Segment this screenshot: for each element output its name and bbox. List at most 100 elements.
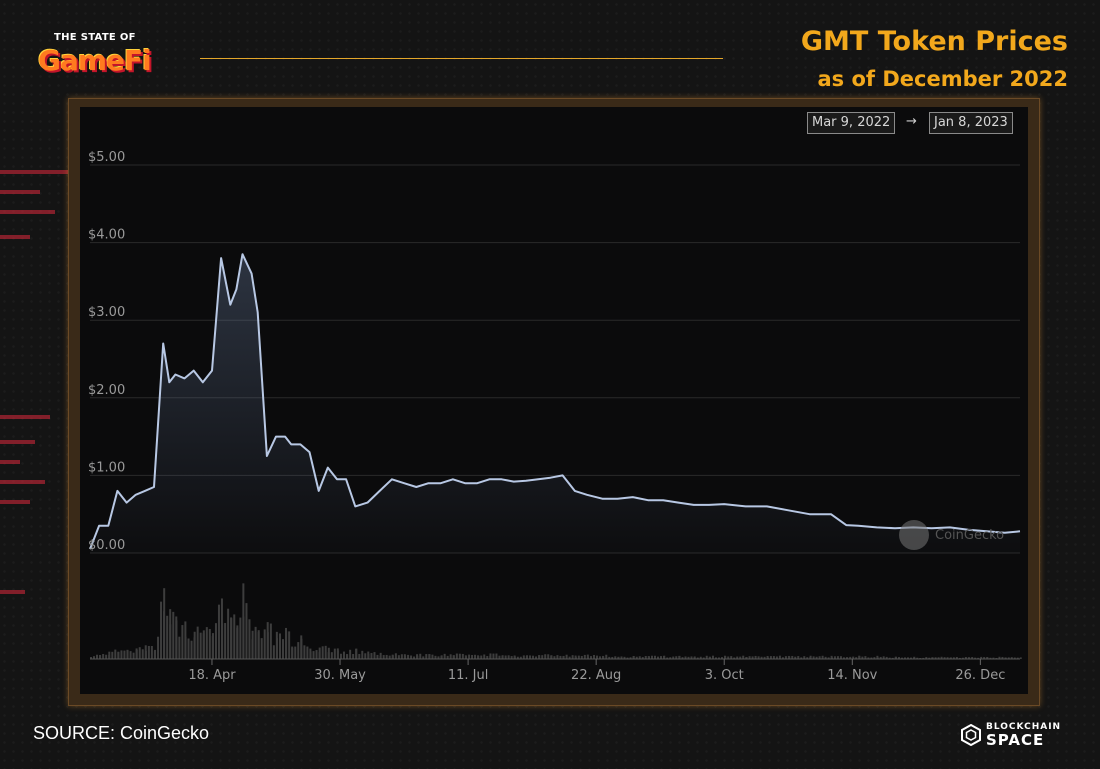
volume-bar (778, 655, 781, 659)
date-from-field[interactable]: Mar 9, 2022 (807, 112, 896, 134)
volume-bar (888, 657, 891, 659)
volume-bar (708, 656, 711, 659)
volume-bar (949, 657, 952, 659)
volume-bar (154, 649, 157, 659)
volume-bar (544, 654, 547, 659)
volume-bar (306, 646, 309, 659)
volume-bar (260, 638, 263, 659)
volume-bar (407, 654, 410, 659)
volume-bar (489, 653, 492, 659)
volume-bar (577, 655, 580, 659)
x-tick-label: 11. Jul (448, 668, 489, 683)
volume-bar (486, 656, 489, 659)
volume-bar (681, 657, 684, 659)
volume-bar (623, 656, 626, 659)
volume-bar (766, 657, 769, 659)
header-divider (200, 58, 723, 59)
price-line (89, 253, 1021, 550)
volume-bar (1007, 657, 1010, 659)
volume-bar (437, 656, 440, 659)
volume-bar (339, 653, 342, 659)
volume-bar (422, 656, 425, 659)
volume-bar (248, 619, 251, 659)
volume-bar (504, 655, 507, 659)
volume-bar (413, 656, 416, 659)
volume-bar (812, 656, 815, 659)
volume-bar (93, 656, 95, 659)
volume-bar (644, 656, 647, 659)
volume-bar (855, 657, 858, 659)
volume-bar (830, 657, 833, 659)
volume-bar (144, 650, 147, 659)
volume-bar (160, 601, 163, 659)
volume-bar (745, 656, 748, 659)
volume-bar (538, 655, 541, 659)
volume-bar (535, 656, 538, 659)
volume-bar (150, 645, 153, 659)
volume-bar (702, 657, 705, 659)
volume-bar (449, 654, 452, 659)
brand-big-text: SPACE (986, 731, 1045, 749)
volume-bar (943, 657, 946, 659)
volume-bar (690, 656, 693, 659)
volume-bar (129, 651, 132, 659)
volume-bar (583, 654, 586, 659)
volume-bar (404, 655, 407, 659)
volume-bar (245, 603, 248, 659)
volume-bar (693, 656, 696, 659)
volume-bar (775, 656, 778, 659)
volume-bar (742, 655, 745, 659)
volume-bar (611, 656, 614, 659)
volume-bar (952, 657, 955, 659)
volume-bar (882, 656, 885, 659)
volume-bar (916, 657, 919, 659)
volume-bar (629, 657, 632, 659)
volume-bar (333, 648, 336, 659)
volume-bar (620, 656, 623, 659)
volume-bar (657, 656, 659, 659)
volume-bar (217, 604, 220, 659)
volume-bar (763, 656, 766, 659)
volume-bar (900, 657, 903, 659)
volume-bar (199, 632, 202, 659)
volume-bar (342, 651, 345, 659)
volume-bar (309, 651, 312, 659)
volume-bar (208, 629, 211, 659)
volume-bar (416, 655, 419, 659)
volume-bar (263, 629, 266, 659)
volume-bar (897, 657, 900, 659)
volume-bar (739, 656, 742, 659)
volume-bar (461, 653, 464, 659)
volume-bar (120, 650, 123, 659)
volume-bar (272, 645, 275, 659)
date-to-field[interactable]: Jan 8, 2023 (929, 112, 1013, 134)
volume-bar (99, 655, 102, 659)
volume-bar (717, 657, 720, 659)
volume-bar (498, 655, 501, 659)
volume-bar (266, 632, 269, 659)
volume-bar (928, 657, 931, 659)
volume-bar (879, 656, 882, 659)
volume-bar (687, 656, 690, 659)
volume-bar (800, 657, 803, 659)
volume-bar (279, 633, 281, 659)
volume-bar (562, 655, 565, 659)
volume-bar (96, 654, 98, 659)
volume-bar (998, 656, 1001, 659)
volume-bar (163, 588, 166, 659)
volume-bar (724, 656, 727, 659)
volume-bar (852, 656, 855, 659)
volume-bar (833, 656, 836, 659)
blockchain-space-logo: BLOCKCHAIN SPACE (960, 722, 1070, 749)
volume-bar (157, 636, 160, 659)
volume-bar (992, 657, 995, 659)
volume-bar (526, 655, 529, 659)
volume-bar (315, 650, 318, 659)
volume-bar (172, 611, 175, 659)
volume-bar (147, 645, 150, 659)
volume-bar (419, 653, 422, 659)
volume-bar (455, 653, 458, 659)
volume-bar (815, 656, 818, 659)
volume-bar (336, 650, 339, 659)
volume-bar (983, 657, 986, 659)
